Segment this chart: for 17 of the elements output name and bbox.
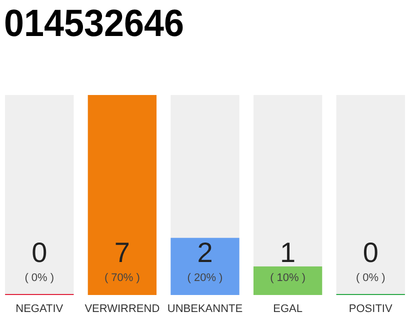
data-label: ( 0% ) <box>356 272 386 284</box>
data-label: ( 10% ) <box>270 272 306 284</box>
annotation: 0 <box>362 237 378 268</box>
annotation: 0 <box>32 237 48 268</box>
x-tick-label: VERWIRREND <box>84 303 160 315</box>
x-tick-label: EGAL <box>273 303 302 315</box>
bar <box>253 266 322 295</box>
annotation: 7 <box>114 237 130 268</box>
data-label: ( 0% ) <box>24 272 54 284</box>
data-label: ( 20% ) <box>187 272 223 284</box>
x-tick-label: UNBEKANNTE <box>167 303 243 315</box>
chart-title: 014532646 <box>4 3 194 45</box>
x-tick-label: NEGATIV <box>16 303 64 315</box>
x-tick-label: POSITIV <box>348 303 393 315</box>
data-label: ( 70% ) <box>104 272 140 284</box>
annotation: 1 <box>280 237 296 268</box>
annotation: 2 <box>197 237 213 268</box>
